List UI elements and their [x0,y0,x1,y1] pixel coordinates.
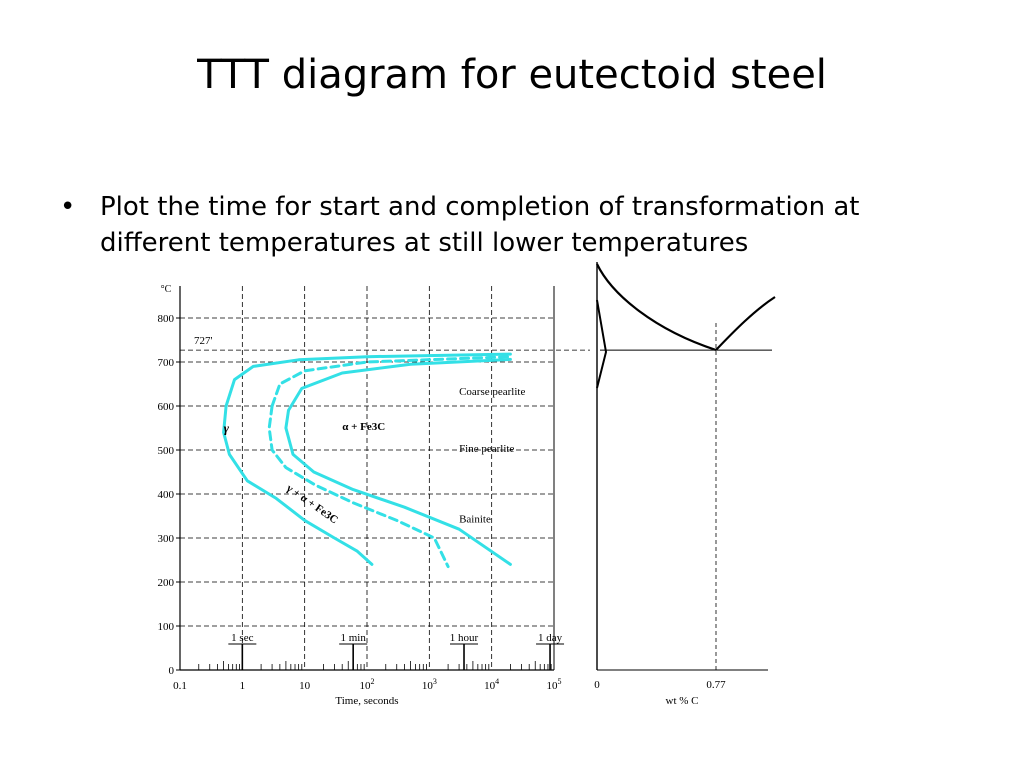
x-tick-label: 105 [547,677,562,692]
curve-50-completion-upper [270,355,512,408]
time-marker: 1 day [536,632,565,670]
phase-diagram: 0 0.77 wt % C [594,262,776,707]
y-tick-label: 100 [158,621,175,633]
time-marker: 1 sec [228,632,257,670]
transformation-curves [222,352,512,569]
region-label: α + Fe3C [342,421,385,433]
x-tick-label: 10 [299,680,311,692]
time-marker-label: 1 sec [231,632,253,644]
y-tick-label: 500 [158,445,175,457]
y-tick-label: 700 [158,357,175,369]
y-tick-label: 300 [158,533,175,545]
time-marker: 1 min [339,632,368,670]
a3-line [596,263,717,352]
y-axis-label: °C [161,284,172,295]
x-tick-label: 104 [484,677,499,692]
curve-finish-upper [287,357,512,412]
region-label: Fine pearlite [459,443,514,455]
time-marker: 1 hour [450,632,479,670]
x-tick-label: 0.1 [173,680,187,692]
phase-x-axis-label: wt % C [666,695,699,707]
x-tick-label: 103 [422,677,437,692]
y-tick-label: 0 [169,665,175,677]
x-tick-label: 102 [360,677,375,692]
slide-title: TTT diagram for eutectoid steel [197,52,827,98]
curve-50-completion-lower [267,404,450,569]
y-tick-label: 400 [158,489,175,501]
curve-finish-lower [284,408,512,566]
y-tick-label: 200 [158,577,175,589]
eutectoid-reference: 727' [180,335,590,351]
y-tick-label: 800 [158,313,175,325]
region-label: γ + α + Fe3C [283,482,340,527]
chart-grid [180,286,554,670]
bullet-icon: • [60,192,76,222]
chart-ticks: °C 0 100 200 300 400 500 600 700 800 0.1 1 10 102 103 1… [158,284,562,707]
phase-tick-label-077: 0.77 [706,679,726,691]
reference-line-label: 727' [194,335,213,347]
time-marker-label: 1 min [340,632,366,644]
bullet-text: Plot the time for start and completion o… [100,192,860,258]
ferrite-boundary [596,299,608,389]
region-label: Coarse pearlite [459,386,525,398]
x-axis-label: Time, seconds [335,695,398,707]
region-labels: γ α + Fe3C γ + α + Fe3C Coarse pearlite Fine… [224,386,526,526]
region-label: Bainite [459,514,491,526]
y-tick-label: 600 [158,401,175,413]
region-label: γ [224,420,230,435]
acm-line [715,296,776,351]
time-markers: 1 sec 1 min 1 hour 1 day [228,632,565,670]
bullet-point: • Plot the time for start and completion… [60,189,960,259]
curve-start-lower [222,404,374,566]
curve-start-upper [224,352,512,408]
time-marker-label: 1 day [538,632,563,644]
phase-tick-label-0: 0 [594,679,600,691]
time-marker-label: 1 hour [450,632,479,644]
x-tick-label: 1 [240,680,246,692]
